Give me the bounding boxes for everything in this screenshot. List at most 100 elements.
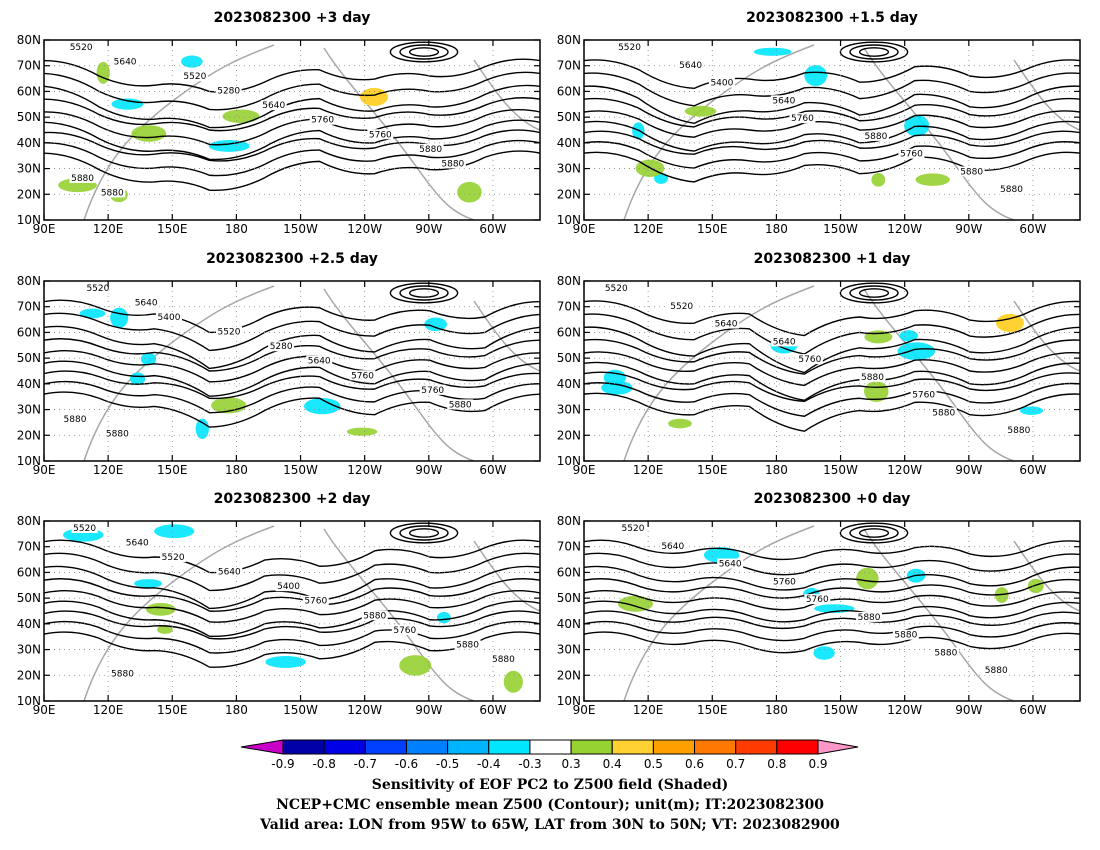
sensitivity-shading bbox=[871, 172, 886, 187]
colorbar-tick-label: -0.9 bbox=[271, 757, 294, 771]
sensitivity-shading bbox=[804, 65, 828, 87]
lon-tick-label: 150W bbox=[283, 222, 318, 236]
contour-label: 5760 bbox=[421, 386, 444, 396]
height-contour bbox=[44, 129, 540, 162]
contour-label: 5640 bbox=[114, 58, 137, 68]
contour-label: 5880 bbox=[363, 611, 386, 621]
height-contour bbox=[584, 141, 1080, 169]
lon-tick-label: 150W bbox=[823, 703, 858, 717]
lon-tick-label: 90W bbox=[955, 463, 982, 477]
height-contour bbox=[44, 119, 540, 161]
height-contour bbox=[584, 72, 1080, 107]
contour-label-bg bbox=[668, 300, 695, 311]
sensitivity-shading bbox=[346, 427, 378, 436]
lat-tick-label: 30N bbox=[557, 403, 581, 417]
contour-label-bg bbox=[419, 384, 446, 395]
height-contour bbox=[44, 600, 540, 638]
panel-title: 2023082300 +3 day bbox=[214, 10, 371, 26]
lat-tick-label: 70N bbox=[557, 59, 581, 73]
contour-label-bg bbox=[603, 283, 630, 293]
lat-tick-label: 10N bbox=[557, 454, 581, 468]
contour-label: 5880 bbox=[1007, 426, 1030, 436]
lon-tick-label: 180 bbox=[765, 703, 788, 717]
height-contour bbox=[44, 610, 540, 640]
lon-tick-label: 150E bbox=[157, 463, 188, 477]
sensitivity-shading bbox=[813, 646, 835, 660]
contour-label-bg bbox=[306, 355, 333, 366]
colorbar-tick-label: -0.3 bbox=[518, 757, 541, 771]
contour-label: 5880 bbox=[71, 174, 94, 184]
contour-label-bg bbox=[160, 552, 187, 563]
colorbar-swatch bbox=[570, 739, 613, 755]
contour-label: 5880 bbox=[932, 408, 955, 418]
contour-label-bg bbox=[930, 407, 957, 418]
height-contour bbox=[44, 539, 540, 574]
height-contour bbox=[584, 313, 1080, 355]
sensitivity-shading bbox=[915, 173, 950, 186]
contour-label-bg bbox=[859, 371, 886, 382]
contour-label-bg bbox=[215, 326, 242, 337]
contour-label: 5640 bbox=[308, 357, 331, 367]
lon-tick-label: 120E bbox=[633, 703, 664, 717]
height-contour bbox=[858, 47, 890, 57]
contour-label: 5400 bbox=[158, 313, 181, 323]
height-contour bbox=[584, 610, 1080, 630]
height-contour bbox=[584, 97, 1080, 128]
height-contour bbox=[584, 552, 1080, 576]
sensitivity-shading bbox=[131, 125, 167, 142]
height-contour bbox=[839, 282, 909, 304]
contour-label-bg bbox=[439, 158, 466, 169]
height-contour bbox=[44, 109, 540, 146]
contour-label-bg bbox=[804, 594, 831, 605]
contour-label-bg bbox=[677, 59, 704, 70]
colorbar-tick-label: -0.8 bbox=[312, 757, 335, 771]
contour-label-bg bbox=[309, 114, 336, 125]
lat-tick-label: 30N bbox=[557, 162, 581, 176]
contour-label: 5640 bbox=[135, 299, 158, 309]
height-contour bbox=[44, 380, 540, 414]
sensitivity-shading bbox=[181, 55, 203, 68]
lat-tick-label: 70N bbox=[17, 59, 41, 73]
lat-tick-label: 70N bbox=[557, 300, 581, 314]
lon-tick-label: 150W bbox=[823, 463, 858, 477]
height-contour bbox=[408, 47, 440, 57]
lat-tick-label: 30N bbox=[17, 403, 41, 417]
lat-tick-label: 80N bbox=[557, 33, 581, 47]
lon-tick-label: 180 bbox=[765, 463, 788, 477]
height-contour bbox=[399, 44, 449, 60]
lon-tick-label: 180 bbox=[225, 703, 248, 717]
lon-tick-label: 150W bbox=[283, 703, 318, 717]
colorbar-tick-label: -0.6 bbox=[395, 757, 418, 771]
height-contour bbox=[584, 539, 1080, 561]
map-panel: 2023082300 +1 day55205520564056405760588… bbox=[557, 251, 1081, 477]
sensitivity-shading bbox=[154, 524, 195, 539]
sensitivity-shading bbox=[856, 567, 879, 590]
lat-tick-label: 60N bbox=[557, 84, 581, 98]
height-contour bbox=[584, 338, 1080, 375]
height-contour bbox=[839, 522, 909, 544]
contour-label: 5880 bbox=[1000, 185, 1023, 195]
contour-label: 5760 bbox=[900, 150, 923, 160]
lat-tick-label: 70N bbox=[17, 300, 41, 314]
colorbar-tick-label: 0.7 bbox=[726, 757, 745, 771]
lat-tick-label: 60N bbox=[17, 565, 41, 579]
lat-tick-label: 40N bbox=[557, 136, 581, 150]
height-contour bbox=[44, 578, 540, 612]
panel-frame bbox=[43, 39, 541, 221]
colorbar-tick-label: 0.3 bbox=[562, 757, 581, 771]
height-contour bbox=[44, 590, 540, 623]
lat-tick-label: 70N bbox=[17, 540, 41, 554]
colorbar-swatch bbox=[652, 739, 696, 755]
contour-label: 5400 bbox=[710, 79, 733, 89]
contour-label: 5640 bbox=[715, 320, 738, 330]
contour-label: 5880 bbox=[858, 613, 881, 623]
panel-frame bbox=[583, 520, 1081, 702]
contour-label: 5640 bbox=[126, 539, 149, 549]
contour-label-bg bbox=[133, 297, 160, 308]
lon-tick-label: 120E bbox=[93, 703, 124, 717]
lat-tick-label: 20N bbox=[17, 668, 41, 682]
lat-tick-label: 20N bbox=[557, 668, 581, 682]
lat-tick-label: 50N bbox=[17, 110, 41, 124]
contour-label-bg bbox=[862, 130, 889, 141]
lat-tick-label: 80N bbox=[557, 274, 581, 288]
